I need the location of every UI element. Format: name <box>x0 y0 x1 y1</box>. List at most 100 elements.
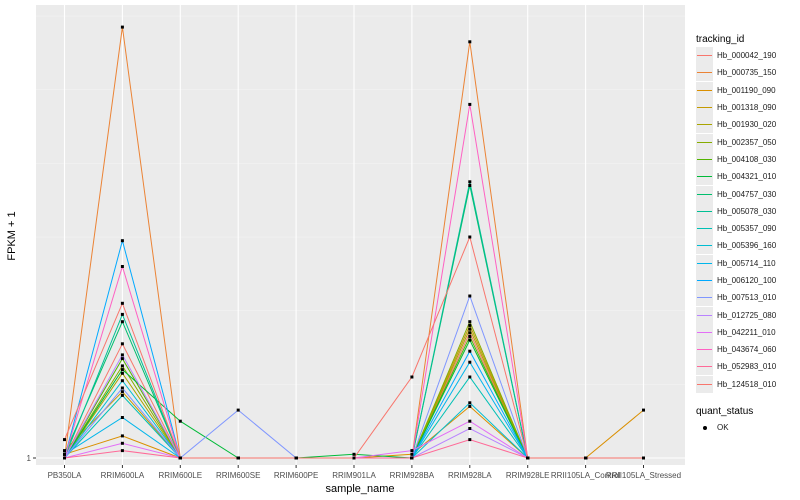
legend-label: Hb_004757_030 <box>717 189 777 199</box>
data-point <box>468 235 472 239</box>
legend-key <box>696 375 713 393</box>
legend-label: Hb_007513_010 <box>717 293 777 303</box>
data-point <box>178 456 182 460</box>
data-point <box>468 327 472 331</box>
legend-label: Hb_005396_160 <box>717 241 777 251</box>
legend-key <box>696 81 713 99</box>
data-point <box>468 184 472 187</box>
legend-item: Hb_005078_030 <box>696 202 796 220</box>
data-point <box>120 357 124 361</box>
data-point <box>236 408 240 412</box>
x-tick-label: RRIM600PE <box>274 471 318 480</box>
data-point <box>120 342 124 346</box>
data-point <box>178 419 182 423</box>
data-point <box>120 312 124 316</box>
data-point <box>410 449 414 453</box>
data-point <box>468 180 472 184</box>
data-point <box>642 408 645 412</box>
x-tick-label: RRIM600SE <box>216 471 260 480</box>
data-point <box>120 386 124 390</box>
legend-title: tracking_id <box>696 34 745 45</box>
legend-label: Hb_004321_010 <box>717 172 777 182</box>
legend-label: Hb_001930_020 <box>717 120 777 130</box>
legend-key <box>696 168 713 186</box>
legend-key <box>696 306 713 324</box>
legend-item: Hb_000042_190 <box>696 47 796 65</box>
legend-label: Hb_043674_060 <box>717 345 777 355</box>
data-point <box>120 368 124 372</box>
x-tick-label: RRIM901LA <box>332 471 376 480</box>
data-point <box>468 294 472 298</box>
legend-label: Hb_001190_090 <box>717 85 776 95</box>
data-point <box>352 452 356 456</box>
legend-key <box>696 99 713 117</box>
legend-item: Hb_124518_010 <box>696 375 796 393</box>
legend2-item: OK <box>696 419 796 437</box>
legend-key <box>696 202 713 220</box>
data-point <box>120 371 124 375</box>
legend-item: Hb_005357_090 <box>696 220 796 238</box>
legend-label: Hb_052983_010 <box>717 362 777 372</box>
x-tick-label: PB350LA <box>48 471 82 480</box>
legend2-label: OK <box>717 423 729 433</box>
data-point <box>468 349 472 353</box>
x-axis-title: sample_name <box>325 483 394 495</box>
legend-item: Hb_001930_020 <box>696 116 796 134</box>
legend-label: Hb_124518_010 <box>717 379 777 389</box>
data-point <box>120 301 124 305</box>
legend-item: Hb_042211_010 <box>696 323 796 341</box>
legend-item: Hb_052983_010 <box>696 358 796 376</box>
legend-key <box>696 116 713 134</box>
data-point <box>120 364 124 368</box>
data-point <box>584 456 588 460</box>
x-tick-label: RRIM600LA <box>101 471 145 480</box>
data-point <box>468 427 472 430</box>
data-point <box>63 449 66 453</box>
legend-item: Hb_007513_010 <box>696 289 796 307</box>
legend-item: Hb_001190_090 <box>696 81 796 99</box>
legend-key <box>696 220 713 238</box>
data-point <box>352 456 356 460</box>
data-point <box>63 438 66 442</box>
x-tick-label: RRIM928BA <box>390 471 435 480</box>
legend-item: Hb_004321_010 <box>696 168 796 186</box>
data-point <box>468 40 472 44</box>
data-point <box>468 323 472 327</box>
legend-item: Hb_000735_150 <box>696 64 796 82</box>
data-point <box>468 338 472 342</box>
legend-key <box>696 47 713 65</box>
legend-key <box>696 64 713 82</box>
legend-label: Hb_012725_080 <box>717 310 777 320</box>
x-tick-label: RRII105LA_Control <box>551 471 621 480</box>
x-tick-label: RRIM928LA <box>448 471 492 480</box>
data-point <box>468 360 472 364</box>
data-point <box>63 452 66 456</box>
data-point <box>468 404 472 408</box>
legend-item: Hb_004757_030 <box>696 185 796 203</box>
data-point <box>642 456 645 460</box>
legend2-title: quant_status <box>696 406 754 417</box>
data-point <box>120 434 124 438</box>
legend-key <box>696 341 713 359</box>
data-point <box>410 456 414 460</box>
data-point <box>120 353 124 357</box>
data-point <box>236 456 240 460</box>
legend-item: Hb_005714_110 <box>696 254 796 272</box>
legend-label: Hb_004108_030 <box>717 154 777 164</box>
data-point <box>120 320 124 324</box>
data-point <box>468 102 472 106</box>
data-point <box>294 456 298 460</box>
y-tick-label: 1 <box>27 454 32 463</box>
data-point <box>468 375 472 379</box>
legend-item: Hb_005396_160 <box>696 237 796 255</box>
legend-key <box>696 185 713 203</box>
data-point <box>468 438 472 442</box>
legend-key <box>696 150 713 168</box>
x-axis: PB350LA RRIM600LA RRIM600LE RRIM600SE RRIM60… <box>48 465 681 480</box>
y-axis: 1 <box>27 454 36 463</box>
data-point <box>120 390 124 394</box>
legend-key <box>696 254 713 272</box>
legend-key <box>696 133 713 151</box>
data-point <box>468 419 472 423</box>
y-axis-title: FPKM + 1 <box>6 211 18 260</box>
